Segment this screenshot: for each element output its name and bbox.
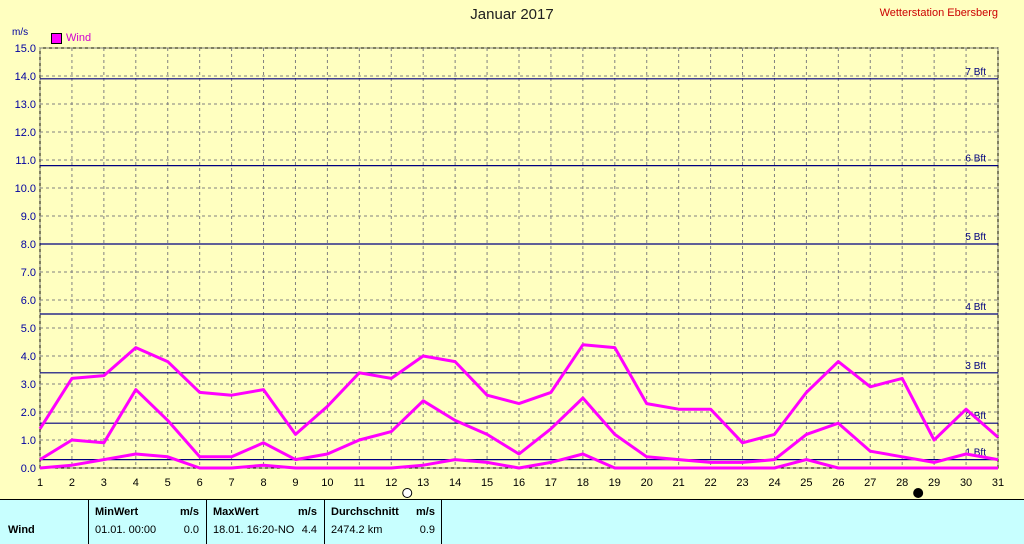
stats-avg: Durchschnitt m/s 2474.2 km 0.9 <box>324 500 442 544</box>
avg-header: Durchschnitt <box>331 506 399 518</box>
x-tick-label: 29 <box>928 477 940 489</box>
x-tick-label: 16 <box>513 477 525 489</box>
x-tick-label: 30 <box>960 477 972 489</box>
min-unit: m/s <box>180 506 199 518</box>
x-tick-label: 11 <box>354 477 365 489</box>
legend-swatch <box>51 32 62 44</box>
stats-max: MaxWert m/s 18.01. 16:20-NO 4.4 <box>206 500 325 544</box>
x-tick-label: 26 <box>832 477 844 489</box>
y-tick-label: 4.0 <box>21 351 36 363</box>
min-header: MinWert <box>95 506 139 518</box>
max-unit: m/s <box>298 506 317 518</box>
x-tick-label: 17 <box>545 477 557 489</box>
x-tick-label: 8 <box>260 477 266 489</box>
y-tick-label: 7.0 <box>21 267 36 279</box>
x-tick-label: 18 <box>577 477 589 489</box>
legend: Wind <box>51 32 91 44</box>
x-tick-label: 24 <box>768 477 780 489</box>
x-tick-label: 15 <box>481 477 493 489</box>
series-line-max <box>38 343 999 445</box>
x-tick-label: 6 <box>197 477 203 489</box>
x-tick-label: 20 <box>641 477 653 489</box>
y-axis-unit: m/s <box>12 27 29 38</box>
stats-row-label: Wind <box>8 524 35 536</box>
x-tick-label: 3 <box>101 477 107 489</box>
x-tick-label: 31 <box>992 477 1004 489</box>
chart-title: Januar 2017 <box>470 6 554 23</box>
y-tick-label: 6.0 <box>21 295 36 307</box>
y-tick-label: 5.0 <box>21 323 36 335</box>
y-tick-label: 13.0 <box>15 99 36 111</box>
x-tick-label: 13 <box>417 477 429 489</box>
y-tick-label: 1.0 <box>21 435 36 447</box>
x-tick-label: 5 <box>165 477 171 489</box>
x-tick-label: 9 <box>292 477 298 489</box>
series-line-min <box>39 452 998 470</box>
y-tick-label: 12.0 <box>15 127 36 139</box>
x-tick-label: 1 <box>37 477 43 489</box>
beaufort-label: 1 Bft <box>965 448 986 459</box>
wind-chart: 1 2 3 4 5 6 7 8 9 10 11 12 13 14 15 16 17 18 19 20 21 22 23 24 2… <box>15 43 1004 498</box>
x-tick-label: 22 <box>704 477 716 489</box>
y-tick-label: 2.0 <box>21 407 36 419</box>
station-name: Wetterstation Ebersberg <box>879 7 998 19</box>
max-header: MaxWert <box>213 506 259 518</box>
beaufort-label: 6 Bft <box>965 154 986 165</box>
x-tick-label: 2 <box>69 477 75 489</box>
y-tick-label: 3.0 <box>21 379 36 391</box>
x-tick-label: 23 <box>736 477 748 489</box>
y-tick-label: 0.0 <box>21 463 36 475</box>
new-moon-icon <box>913 488 924 498</box>
beaufort-label: 5 Bft <box>965 232 986 243</box>
min-date: 01.01. 00:00 <box>95 524 157 536</box>
x-tick-label: 28 <box>896 477 908 489</box>
x-tick-label: 21 <box>673 477 685 489</box>
stats-min: MinWert m/s 01.01. 00:00 0.0 <box>88 500 207 544</box>
x-tick-label: 19 <box>609 477 621 489</box>
x-tick-label: 10 <box>321 477 333 489</box>
beaufort-label: 3 Bft <box>965 361 986 372</box>
x-tick-label: 12 <box>385 477 397 489</box>
y-tick-label: 8.0 <box>21 239 36 251</box>
y-tick-label: 15.0 <box>15 43 36 55</box>
beaufort-label: 4 Bft <box>965 302 986 313</box>
max-date: 18.01. 16:20-NO <box>213 524 295 536</box>
y-tick-label: 14.0 <box>15 71 36 83</box>
avg-unit: m/s <box>416 506 435 518</box>
x-tick-label: 27 <box>864 477 876 489</box>
y-tick-label: 11.0 <box>15 155 36 167</box>
x-tick-label: 7 <box>229 477 235 489</box>
avg-value: 0.9 <box>419 524 435 536</box>
avg-distance: 2474.2 km <box>331 524 383 536</box>
legend-label: Wind <box>66 32 92 44</box>
x-tick-label: 25 <box>800 477 812 489</box>
stats-panel: Wind MinWert m/s 01.01. 00:00 0.0 MaxWer… <box>0 499 1024 544</box>
x-tick-label: 14 <box>449 477 461 489</box>
min-value: 0.0 <box>183 524 199 536</box>
x-tick-label: 4 <box>133 477 139 489</box>
full-moon-icon <box>402 488 413 498</box>
y-tick-label: 10.0 <box>15 183 36 195</box>
beaufort-label: 7 Bft <box>965 67 986 78</box>
series-line-avg <box>39 388 999 464</box>
max-value: 4.4 <box>301 524 317 536</box>
y-tick-label: 9.0 <box>21 211 36 223</box>
